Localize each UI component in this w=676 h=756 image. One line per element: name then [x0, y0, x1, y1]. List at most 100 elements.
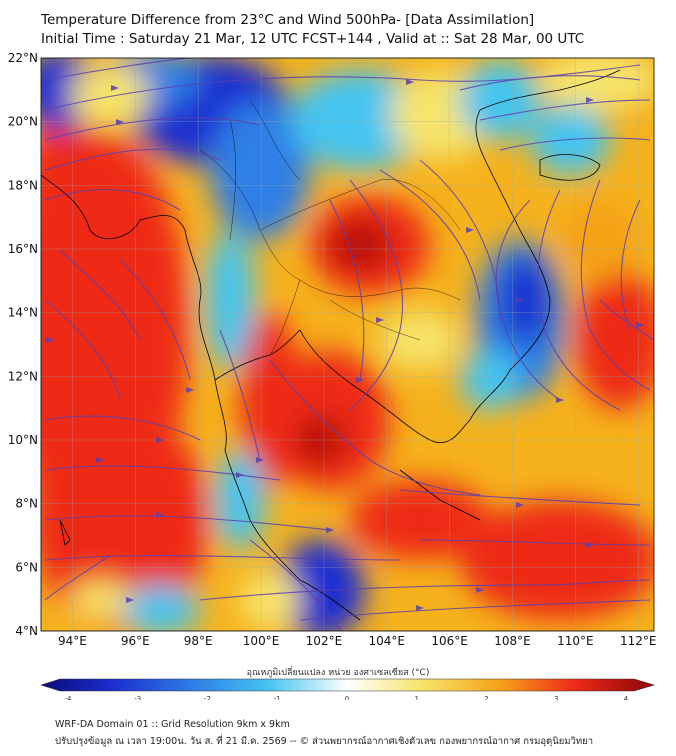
temperature-field: [41, 58, 654, 631]
wind-streamline: [44, 148, 221, 171]
wind-streamline: [299, 599, 651, 621]
latitude-labels: 22°N 20°N 18°N 16°N 14°N 12°N 10°N 8°N 6°N 4°N: [8, 51, 38, 638]
wind-streamline: [495, 199, 561, 401]
map-subtitle: Initial Time : Saturday 21 Mar, 12 UTC F…: [41, 31, 585, 47]
wind-streamline: [44, 58, 192, 81]
colorbar-tick-label: 4: [624, 695, 629, 700]
lat-label: 4°N: [15, 624, 38, 638]
wind-streamline: [620, 199, 641, 331]
lon-label: 98°E: [184, 634, 213, 648]
wind-arrow: [156, 512, 164, 518]
wind-arrow: [316, 597, 324, 603]
wind-streamline: [44, 465, 281, 481]
wind-arrow: [556, 397, 564, 403]
footer-domain-info: WRF-DA Domain 01 :: Grid Resolution 9km …: [55, 719, 290, 730]
wind-streamline: [44, 415, 201, 441]
lon-label: 100°E: [243, 634, 280, 648]
lat-label: 6°N: [15, 560, 38, 574]
colorbar-tick-label: 0: [345, 695, 349, 700]
lon-label: 104°E: [369, 634, 406, 648]
wind-streamline: [249, 539, 341, 631]
lon-label: 112°E: [620, 634, 657, 648]
wind-arrow: [156, 437, 164, 443]
lon-label: 106°E: [431, 634, 468, 648]
wind-arrow: [236, 472, 244, 478]
colorbar-label: อุณหภูมิเปลี่ยนแปลง หน่วย องศาเซลเซียส (…: [246, 668, 430, 678]
wind-streamline: [537, 189, 621, 411]
lon-label: 102°E: [306, 634, 343, 648]
wind-arrow: [116, 119, 124, 125]
wind-arrow: [476, 587, 484, 593]
wind-streamline: [379, 169, 481, 301]
lat-label: 16°N: [8, 242, 38, 256]
wind-streamline: [329, 199, 365, 381]
map-title: Temperature Difference from 23°C and Win…: [41, 12, 535, 28]
colorbar-tick-label: 2: [484, 695, 488, 700]
wind-arrow: [186, 387, 194, 393]
wind-arrow: [96, 457, 104, 463]
wind-streamline: [44, 189, 181, 211]
wind-streamline: [349, 179, 404, 411]
weather-map: 22°N 20°N 18°N 16°N 14°N 12°N 10°N 8°N 6°N 4°N 94…: [8, 42, 657, 700]
lat-label: 18°N: [8, 178, 38, 192]
lon-label: 94°E: [58, 634, 87, 648]
lat-label: 14°N: [8, 306, 38, 320]
wind-arrow: [586, 542, 594, 548]
wind-arrow: [406, 79, 414, 85]
wind-streamline: [419, 159, 501, 321]
wind-arrow: [326, 527, 334, 533]
wind-arrow: [586, 97, 594, 103]
footer-update-info: ปรับปรุงข้อมูล ณ เวลา 19:00น. วัน ส. ที่…: [55, 736, 594, 747]
lon-label: 110°E: [557, 634, 594, 648]
lon-label: 108°E: [494, 634, 531, 648]
wind-arrow: [636, 322, 644, 328]
wind-streamline: [599, 299, 654, 341]
wind-streamline: [580, 179, 651, 391]
colorbar-tick-label: -1: [274, 695, 281, 700]
wind-streamline: [44, 555, 401, 561]
wind-streamline: [44, 515, 331, 531]
wind-streamline: [419, 539, 651, 546]
wind-arrow: [126, 597, 134, 603]
wind-streamline: [199, 579, 651, 601]
longitude-labels: 94°E 96°E 98°E 100°E 102°E 104°E 106°E 108°E 110…: [58, 634, 657, 648]
wind-arrow: [256, 457, 264, 463]
wind-streamline: [119, 259, 191, 381]
wind-streamline: [59, 249, 141, 341]
borders: [199, 99, 461, 356]
wind-arrow: [111, 85, 119, 91]
map-frame: [40, 57, 655, 632]
colorbar-tick-label: 3: [554, 695, 558, 700]
wind-streamline: [459, 75, 641, 91]
colorbar-tick-label: -4: [65, 695, 73, 700]
wind-arrow: [356, 377, 364, 383]
wind-streamline: [479, 99, 651, 121]
wind-streamline: [44, 64, 641, 111]
wind-streamline: [44, 117, 261, 141]
wind-arrow: [376, 317, 384, 323]
wind-arrow: [296, 42, 304, 48]
wind-arrow: [466, 227, 474, 233]
wind-streamline: [44, 299, 121, 401]
lat-label: 10°N: [8, 433, 38, 447]
colorbar-ticks: -4 -3 -2 -1 0 1 2 3 4: [65, 695, 629, 700]
wind-streamline: [269, 359, 481, 496]
wind-streamline: [219, 329, 261, 461]
wind-arrow: [46, 337, 54, 343]
lat-label: 22°N: [8, 51, 38, 65]
wind-streamline: [399, 489, 641, 506]
colorbar-tick-label: 1: [415, 695, 419, 700]
lon-label: 96°E: [121, 634, 150, 648]
wind-arrow: [416, 605, 424, 611]
colorbar-tick-label: -3: [134, 695, 141, 700]
colorbar-tick-label: -2: [204, 695, 211, 700]
lat-label: 8°N: [15, 497, 38, 511]
wind-arrow: [516, 297, 524, 303]
wind-streamlines: [44, 42, 654, 631]
lat-label: 12°N: [8, 369, 38, 383]
wind-arrow: [516, 502, 524, 508]
lat-label: 20°N: [8, 115, 38, 129]
wind-streamline: [499, 137, 651, 151]
colorbar: -4 -3 -2 -1 0 1 2 3 4: [40, 678, 656, 700]
wind-streamline: [44, 554, 111, 601]
